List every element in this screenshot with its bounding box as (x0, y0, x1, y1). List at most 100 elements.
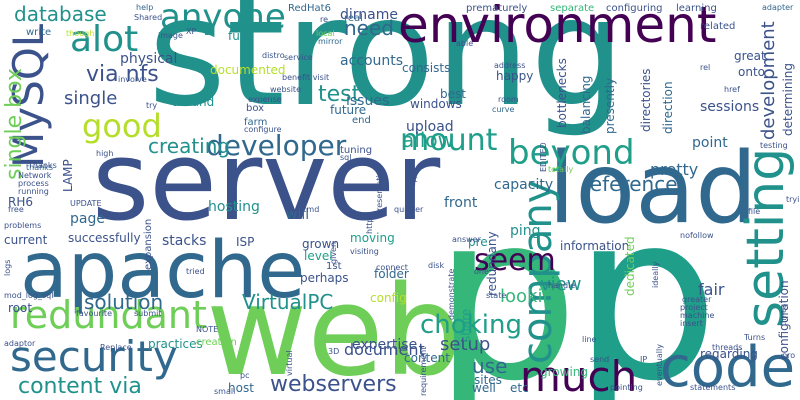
word-virtualpc: VirtualPC (242, 290, 334, 314)
word-ideally: ideally (651, 261, 660, 288)
word-host: host (228, 381, 254, 395)
word-real: real (344, 13, 363, 24)
word-rel: rel (700, 63, 711, 72)
word-pre: pre (468, 235, 488, 249)
word-development: development (758, 21, 779, 140)
word-network: Network (18, 171, 52, 180)
word-developer: developer (206, 129, 347, 162)
word-grown: grown (302, 237, 340, 251)
word-handle: handle (548, 281, 576, 290)
word-apache: apache (20, 226, 306, 316)
word-sql: sql (340, 153, 352, 162)
word-information: information (560, 239, 630, 253)
word-nofollow: nofollow (680, 231, 714, 240)
word-separate: separate (550, 3, 595, 14)
word-able: able (456, 39, 474, 48)
word-ping: ping (510, 223, 541, 239)
word-image: image (158, 31, 183, 40)
word-environment: environment (398, 0, 717, 54)
word-project: project (680, 303, 708, 312)
word-level: level (304, 249, 333, 263)
word-expertise: expertise (352, 337, 418, 353)
word-choking: choking (420, 310, 522, 340)
word-box: box (246, 103, 265, 114)
word-turns: Turns (744, 333, 766, 342)
word-greater: greater (682, 295, 712, 304)
word-document: document (344, 340, 425, 359)
word-alot: alot (70, 19, 139, 60)
word-perhaps: perhaps (300, 271, 349, 285)
word-connect: connect (376, 263, 408, 272)
word-need: need (344, 16, 394, 40)
word-practices: practices (148, 337, 203, 351)
word-onto: onto (738, 65, 765, 79)
word-p-1: p (573, 165, 719, 400)
word-machine: machine (680, 311, 715, 320)
word-directories: directories (639, 68, 653, 132)
word-successfully: successfully (68, 231, 141, 245)
word-redundant: redundant (10, 293, 207, 337)
word-presentation: presentation (375, 165, 384, 216)
word-strong: strong (148, 0, 626, 140)
word-creating: creating (148, 134, 231, 158)
word-web: web (206, 260, 463, 400)
word-current: current (4, 233, 48, 247)
word-allow: allow (402, 128, 454, 152)
word-times: times (779, 303, 788, 326)
word-trying: trying (786, 195, 800, 204)
word-submit: submit (134, 309, 162, 318)
word-re: re (320, 15, 329, 24)
word-balancing: balancing (579, 75, 593, 134)
word-via-nfs: via nfs (86, 62, 159, 87)
word-distro: distro (262, 51, 285, 60)
word-regarding: regarding (700, 347, 758, 361)
word-point: point (692, 135, 728, 151)
word-issues: issues (346, 93, 390, 109)
word-database: database (14, 2, 107, 26)
word-front: front (444, 195, 478, 211)
word-expansion: expansion (143, 218, 154, 270)
word-moving: moving (350, 231, 395, 245)
word-pc: pc (240, 371, 250, 380)
word-thanks: thanks (26, 163, 53, 172)
word-creation: creation (196, 337, 237, 348)
word-solution: solution (84, 290, 164, 314)
word-test: test (318, 82, 361, 107)
word-xp: XP (186, 27, 197, 36)
word-mount: mount (400, 123, 498, 158)
word-eventually: eventually (655, 344, 664, 386)
word-quicker: quicker (394, 205, 424, 214)
word-beyond: beyond (508, 133, 635, 173)
word-rh6: RH6 (8, 195, 33, 209)
word-much: much (520, 352, 638, 400)
word-presently: presently (603, 77, 617, 134)
word-state: state (486, 291, 507, 300)
word-prematurely: prematurely (466, 3, 528, 14)
word-room: room (498, 95, 519, 104)
word-full: full (228, 29, 247, 43)
word-accounts: accounts (340, 53, 404, 69)
word-try: try (146, 101, 158, 110)
word-anyone: anyone (160, 0, 286, 37)
word-disk: disk (428, 261, 445, 270)
word-high: high (96, 149, 114, 158)
word-configure: configure (244, 125, 282, 134)
word-end: end (352, 115, 371, 126)
word-one: one (474, 267, 489, 276)
word-edited: EDITED (539, 142, 548, 172)
word-adaptor: adaptor (4, 339, 36, 348)
word-learning: learning (676, 3, 717, 14)
word-running: running (18, 187, 49, 196)
word-1st: 1st (326, 261, 342, 272)
word-etc: etc (510, 381, 529, 395)
word-sessions: sessions (700, 99, 760, 115)
word-p-2: p (433, 165, 579, 400)
word-website: website (270, 85, 301, 94)
word-note: NOTE (196, 325, 219, 334)
word-3d: 3D (328, 347, 340, 356)
word-file: file (748, 207, 761, 216)
word-great: great (734, 49, 766, 63)
word-logs: logs (3, 259, 12, 276)
word-benefit-visit: benefit visit (282, 73, 330, 82)
word-isp: ISP (236, 235, 255, 249)
